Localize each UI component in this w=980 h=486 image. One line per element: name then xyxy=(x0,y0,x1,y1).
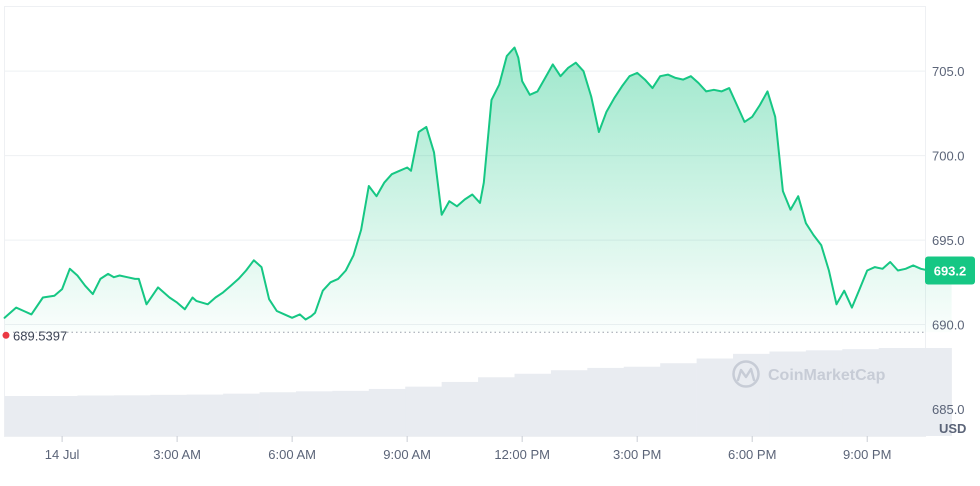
y-tick-label: 700.0 xyxy=(932,149,965,164)
y-axis: 685.0 690.0 695.0 700.0 705.0 xyxy=(932,64,965,417)
x-axis: 14 Jul 3:00 AM 6:00 AM 9:00 AM 12:00 PM 3:00 … xyxy=(45,436,891,462)
volume-bar xyxy=(878,348,916,436)
volume-bar xyxy=(478,377,515,436)
x-tick-label: 6:00 AM xyxy=(268,447,316,462)
watermark: CoinMarketCap xyxy=(732,360,886,388)
volume-bar xyxy=(587,367,625,436)
volume-bar xyxy=(842,349,880,436)
volume-bar xyxy=(223,393,260,436)
open-price-dot xyxy=(2,331,10,339)
x-tick-label: 6:00 PM xyxy=(728,447,776,462)
x-tick-label: 12:00 PM xyxy=(494,447,550,462)
plot-frame xyxy=(4,6,926,437)
volume-bar xyxy=(77,395,115,436)
volume-bar xyxy=(113,395,151,436)
volume-bar xyxy=(368,388,406,436)
volume-bar xyxy=(514,373,552,436)
volume-bar xyxy=(332,390,370,436)
volume-bar xyxy=(769,351,807,436)
x-tick-label: 3:00 AM xyxy=(153,447,201,462)
y-tick-label: 695.0 xyxy=(932,233,965,248)
volume-bar xyxy=(623,366,661,436)
open-price-label: 689.5397 xyxy=(13,328,67,343)
open-price-marker: 689.5397 xyxy=(2,328,67,343)
volume-bar xyxy=(733,353,770,436)
volume-bar xyxy=(441,381,479,436)
volume-bar xyxy=(186,394,224,436)
last-price-marker: 693.2 xyxy=(925,256,975,285)
volume-bar xyxy=(550,370,588,436)
x-tick-label: 14 Jul xyxy=(45,447,80,462)
volume-bar xyxy=(259,392,297,436)
price-line xyxy=(3,46,953,321)
y-tick-label: 705.0 xyxy=(932,64,965,79)
last-price-label: 693.2 xyxy=(934,263,967,278)
volume-bar xyxy=(805,350,843,436)
x-tick-label: 9:00 PM xyxy=(843,447,891,462)
volume-bar xyxy=(405,386,442,436)
volume-bar xyxy=(915,348,952,436)
watermark-text: CoinMarketCap xyxy=(768,367,886,384)
x-tick-label: 9:00 AM xyxy=(383,447,431,462)
volume-bar xyxy=(4,396,42,436)
volume-bar xyxy=(660,363,697,436)
volume-bar xyxy=(696,358,734,436)
last-price-badge xyxy=(925,256,975,285)
x-tick-label: 3:00 PM xyxy=(613,447,661,462)
volume-bars xyxy=(4,348,952,436)
y-tick-label: 690.0 xyxy=(932,318,965,333)
volume-bar xyxy=(150,394,188,436)
volume-bar xyxy=(295,391,333,436)
volume-bar xyxy=(41,396,78,436)
coinmarketcap-logo-icon xyxy=(732,360,760,388)
unit-label: USD xyxy=(939,421,966,436)
price-area-fill xyxy=(4,47,952,333)
y-tick-label: 685.0 xyxy=(932,402,965,417)
